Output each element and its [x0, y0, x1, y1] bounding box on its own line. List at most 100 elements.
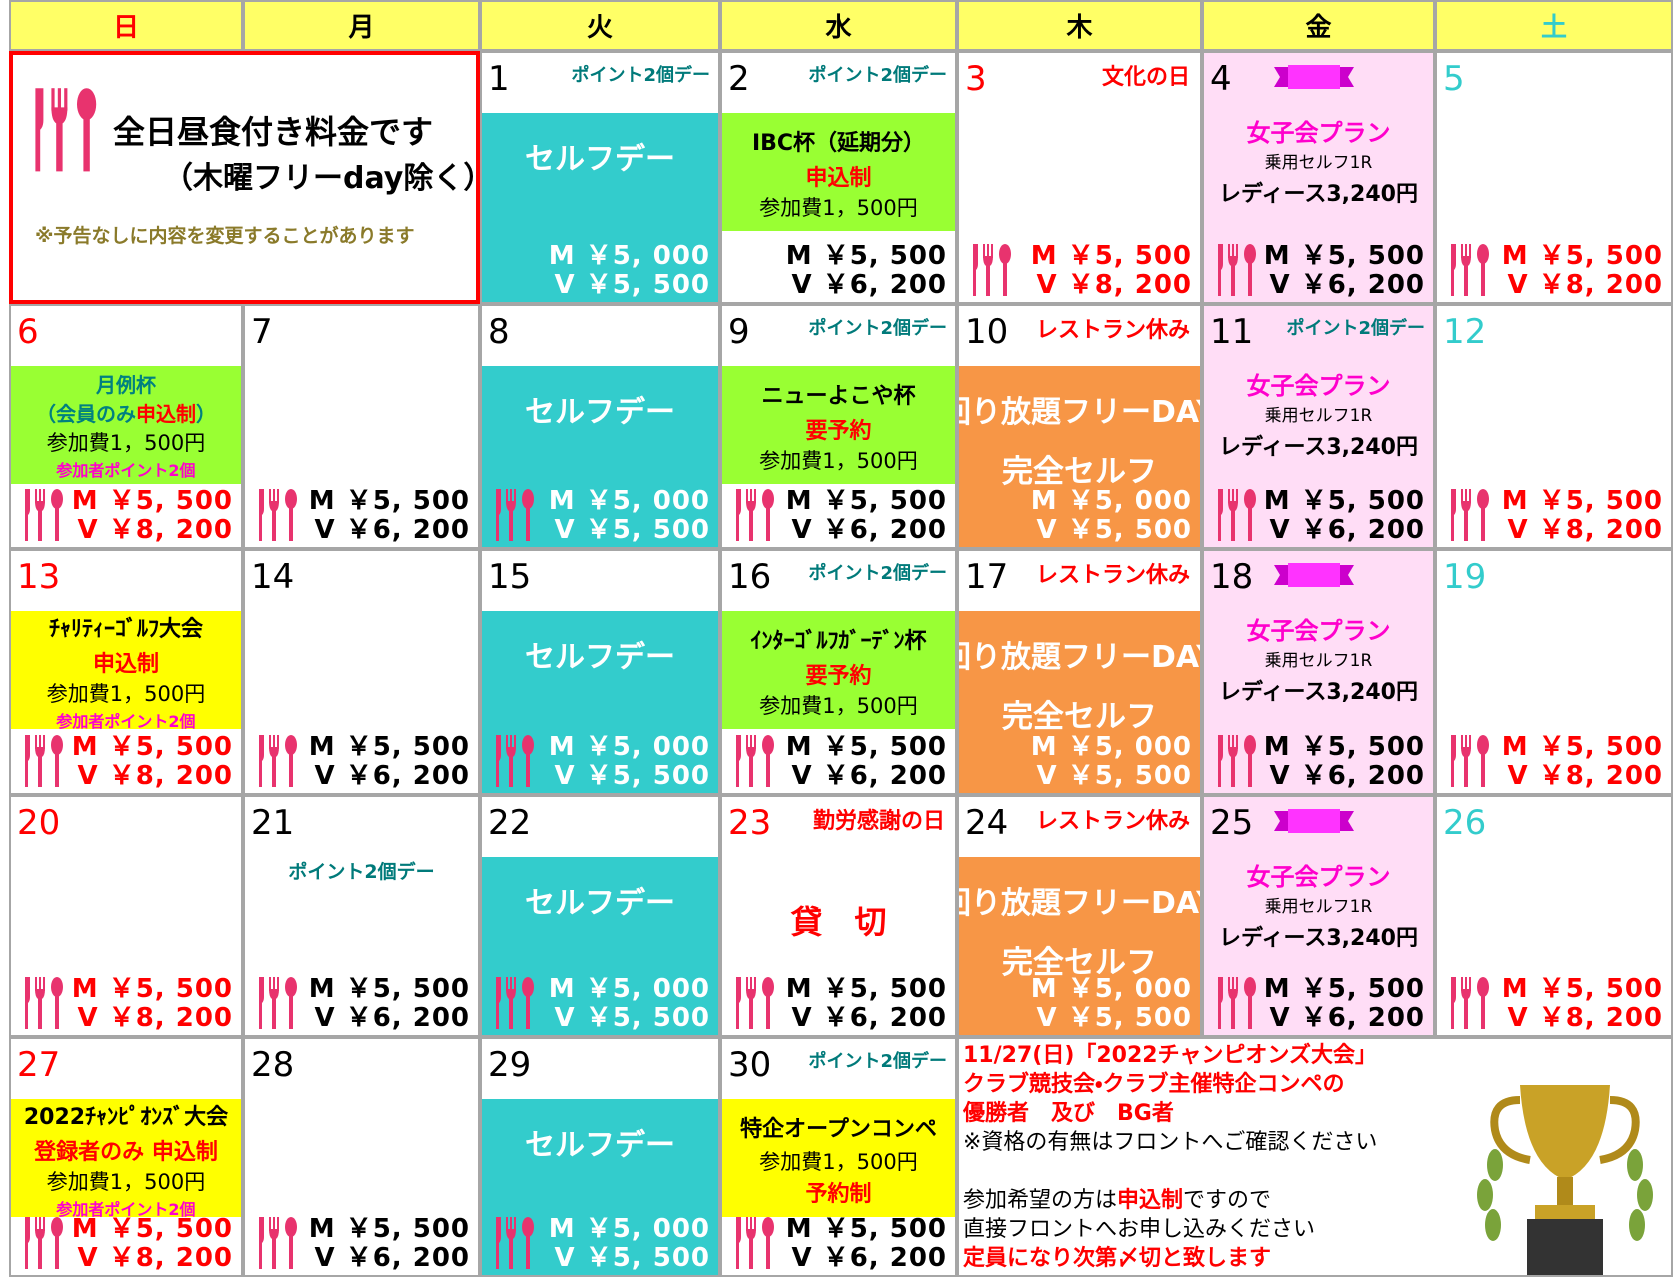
event-block: セルフデー [482, 366, 718, 547]
event-bonus: 参加者ポイント2個 [56, 461, 196, 480]
day-cell: セルフデー 1 ポイント2個デー M ￥5, 000 V ￥5, 500 [480, 51, 720, 304]
price-visitor: V ￥5, 500 [1036, 761, 1192, 791]
date: 4 [1210, 59, 1232, 99]
price-member: M ￥5, 500 [785, 486, 947, 516]
price-visitor: V ￥8, 200 [77, 1243, 233, 1273]
price-member: M ￥5, 000 [548, 1214, 710, 1244]
meal-icon [495, 977, 534, 1029]
day-cell: 女子会プラン 乗用セルフ1R レディース3,240円 25 M ￥5, 500 V ￥6,… [1202, 795, 1435, 1037]
info-line: クラブ競技会・クラブ主催特企コンペの [963, 1070, 1377, 1099]
price-member: M ￥5, 500 [1501, 974, 1663, 1004]
info-line: 優勝者 及び BG者 [963, 1099, 1377, 1128]
meal-icon [735, 489, 774, 541]
price-visitor: V ￥8, 200 [77, 515, 233, 545]
date: 15 [488, 557, 532, 597]
info-box: 11/27(日)「2022チャンピオンズ大会」 クラブ競技会・クラブ主催特企コンペ… [957, 1037, 1673, 1277]
info-segment: 直接フロントへお申し込みください [963, 1217, 1316, 1242]
meal-icon [735, 735, 774, 787]
meal-icon [1217, 977, 1256, 1029]
point-tag: ポイント2個デー [808, 65, 947, 86]
info-line: ※資格の有無はフロントへご確認ください [963, 1128, 1377, 1157]
meal-icon [495, 735, 534, 787]
notice-note: ※予告なしに内容を変更することがあります [35, 225, 415, 247]
event-block: セルフデー [482, 1099, 718, 1275]
event-title: ｲﾝﾀｰｺﾞﾙﾌｶﾞｰﾃﾞﾝ杯 [750, 629, 927, 654]
meal-icon [495, 489, 534, 541]
price-member: M ￥5, 500 [785, 732, 947, 762]
date: 27 [17, 1045, 61, 1085]
point-tag: ポイント2個デー [808, 563, 947, 584]
price-visitor: V ￥6, 200 [791, 1243, 947, 1273]
price-visitor: V ￥8, 200 [1507, 761, 1663, 791]
meal-icon [24, 735, 63, 787]
event-title: セルフデー [525, 142, 675, 177]
event-title2: 完全セルフ [1002, 945, 1157, 981]
date: 3 [965, 59, 987, 99]
event-fee: 参加費1，500円 [759, 196, 918, 220]
weekday-header: 日 [9, 0, 243, 51]
day-cell: IBC杯（延期分） 申込制 参加費1，500円 2 ポイント2個デー M ￥5, 500 V… [720, 51, 957, 304]
day-cell: ポイント2個デー 21 M ￥5, 500 V ￥6, 200 [243, 795, 480, 1037]
price-member: M ￥5, 500 [71, 732, 233, 762]
price-visitor: V ￥5, 500 [554, 515, 710, 545]
price-member: M ￥5, 500 [1501, 486, 1663, 516]
event-text: （会員のみ [36, 402, 136, 426]
price-visitor: V ￥5, 500 [554, 270, 710, 300]
point-tag: ポイント2個デー [808, 1051, 947, 1072]
meal-icon [735, 977, 774, 1029]
day-cell: 5 M ￥5, 500 V ￥8, 200 [1435, 51, 1673, 304]
price-member: M ￥5, 500 [1263, 974, 1425, 1004]
day-cell: 28 M ￥5, 500 V ￥6, 200 [243, 1037, 480, 1277]
price-member: M ￥5, 000 [548, 974, 710, 1004]
trophy-icon [1477, 1085, 1653, 1275]
meal-icon [495, 1217, 534, 1269]
date: 14 [251, 557, 295, 597]
event-block: 回り放題フリーDAY 完全セルフ [959, 857, 1200, 1035]
weekday-header: 土 [1435, 0, 1673, 51]
event-sub: 乗用セルフ1R [1264, 153, 1373, 173]
event-block: 女子会プラン 乗用セルフ1R レディース3,240円 [1204, 113, 1433, 233]
day-cell: 20 M ￥5, 500 V ￥8, 200 [9, 795, 243, 1037]
event-fee: 参加費1，500円 [759, 694, 918, 718]
day-cell: 7 M ￥5, 500 V ￥6, 200 [243, 304, 480, 549]
point-tag: ポイント2個デー [571, 65, 710, 86]
price-member: M ￥5, 500 [1263, 732, 1425, 762]
event-block: 月例杯 （会員のみ申込制） 参加費1，500円 参加者ポイント2個 [11, 366, 241, 484]
event-title: ニューよこや杯 [761, 384, 916, 409]
meal-icon [24, 1217, 63, 1269]
event-entry: 申込制 [805, 166, 872, 191]
day-cell: 女子会プラン 乗用セルフ1R レディース3,240円 4 M ￥5, 500 V ￥6, … [1202, 51, 1435, 304]
price-visitor: V ￥8, 200 [1507, 1003, 1663, 1033]
price-visitor: V ￥6, 200 [1269, 515, 1425, 545]
price-visitor: V ￥6, 200 [791, 1003, 947, 1033]
event-block: 回り放題フリーDAY 完全セルフ [959, 366, 1200, 547]
date: 18 [1210, 557, 1254, 597]
date: 19 [1443, 557, 1487, 597]
event-block: 特企オープンコンペ 参加費1，500円 予約制 [722, 1099, 955, 1217]
meal-icon [1217, 735, 1256, 787]
event-title2: 完全セルフ [1002, 454, 1157, 490]
event-title: レディース3,240円 [1219, 435, 1418, 460]
event-title: セルフデー [525, 1128, 675, 1163]
day-cell: ﾁｬﾘﾃｨｰｺﾞﾙﾌ大会 申込制 参加費1，500円 参加者ポイント2個 13 M ￥5,… [9, 549, 243, 795]
holiday-tag: レストラン休み [1035, 563, 1190, 588]
day-cell: ｲﾝﾀｰｺﾞﾙﾌｶﾞｰﾃﾞﾝ杯 要予約 参加費1，500円 16 ポイント2個デー M ￥… [720, 549, 957, 795]
price-member: M ￥5, 500 [71, 974, 233, 1004]
price-member: M ￥5, 500 [308, 732, 470, 762]
price-member: M ￥5, 500 [785, 1214, 947, 1244]
point-tag: ポイント2個デー [808, 318, 947, 339]
price-member: M ￥5, 500 [1263, 486, 1425, 516]
event-fee: 参加費1，500円 [46, 1170, 206, 1194]
info-segment: 11/27(日)「2022チャンピオンズ大会」 [963, 1043, 1377, 1068]
event-title: レディース3,240円 [1219, 182, 1418, 207]
date: 9 [728, 312, 750, 352]
price-visitor: V ￥6, 200 [791, 270, 947, 300]
info-line: 11/27(日)「2022チャンピオンズ大会」 [963, 1041, 1377, 1070]
weekday-header: 火 [480, 0, 720, 51]
price-member: M ￥5, 000 [548, 732, 710, 762]
event-fee: 参加費1，500円 [759, 449, 918, 473]
date: 17 [965, 557, 1009, 597]
date: 2 [728, 59, 750, 99]
